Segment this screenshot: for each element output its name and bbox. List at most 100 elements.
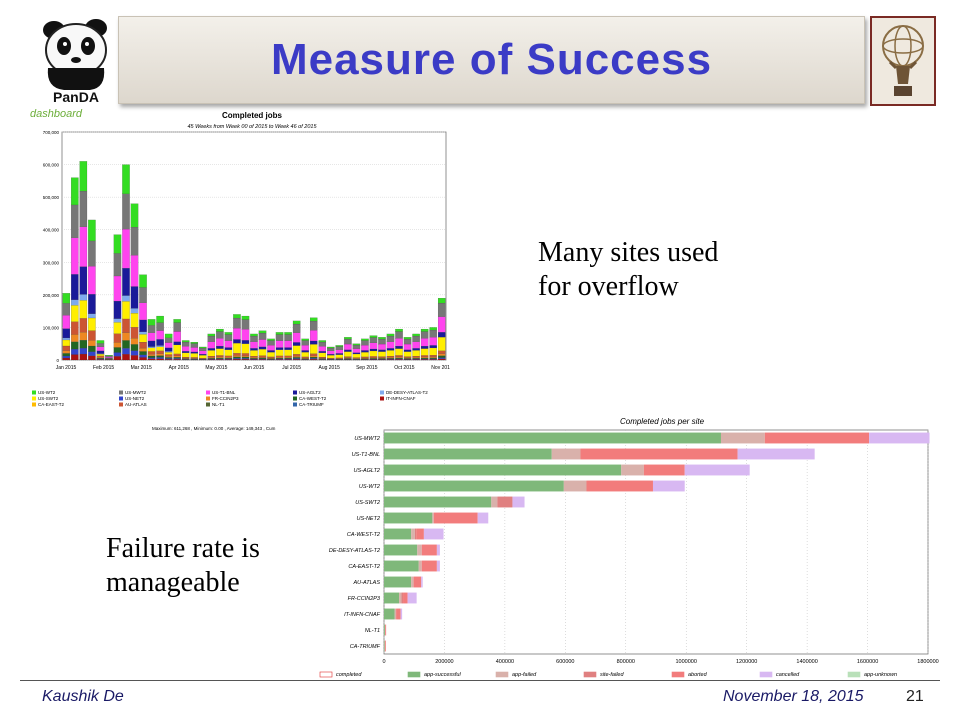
chart1-bar-segment (258, 359, 267, 361)
chart1-legend-label: US-NET2 (125, 396, 145, 401)
chart1-bar-segment (71, 204, 79, 238)
chart2-bar-segment (418, 560, 422, 572)
chart2-bar-segment (384, 512, 433, 524)
chart1-bar-segment (378, 358, 386, 360)
chart1-bar-segment (139, 302, 147, 320)
chart2-legend-swatch (671, 671, 685, 678)
chart1-bar-segment (181, 346, 190, 352)
chart1-bar-segment (199, 350, 207, 355)
chart1-bar-segment (216, 359, 224, 361)
chart1-bar-segment (241, 329, 250, 341)
chart1-bar-segment (79, 318, 88, 333)
chart1-bar-segment (156, 315, 164, 323)
chart1-bar-segment (369, 357, 378, 359)
chart1-bar-segment (173, 319, 181, 323)
chart1-bar-segment (147, 354, 156, 357)
chart1-legend-label: US-WT2 (38, 390, 56, 395)
chart2-bar-segment (416, 528, 424, 540)
chart1-bar-segment (386, 359, 395, 361)
chart1-bar-segment (216, 348, 224, 356)
chart1-bar-segment (156, 350, 164, 354)
chart2-bar-segment (399, 592, 402, 604)
chart1-bar-segment (224, 349, 233, 356)
chart2-x-tick: 1800000 (917, 659, 938, 665)
chart1-bar-segment (233, 359, 241, 361)
chart1-bar-segment (173, 341, 181, 346)
chart1-bar-segment (233, 353, 241, 356)
chart2-x-tick: 400000 (496, 659, 514, 665)
chart1-bar-segment (113, 234, 122, 254)
chart1-bar-segment (429, 345, 437, 349)
footer-date: November 18, 2015 (723, 688, 864, 705)
chart2-bar-segment (421, 544, 437, 556)
chart1-bar-segment (335, 346, 344, 350)
chart1-bar-segment (327, 346, 335, 349)
chart2-bar-segment (497, 496, 513, 508)
chart1-y-tick: 0 (56, 358, 59, 363)
chart1-bar-segment (190, 347, 199, 353)
chart1-bar-segment (301, 350, 309, 353)
chart1-bar-segment (147, 319, 156, 326)
chart2-bar-segment (436, 544, 440, 556)
chart2-bar-segment (384, 592, 400, 604)
chart1-bar-segment (309, 317, 318, 322)
chart1-bar-segment (361, 356, 369, 358)
chart1-bar-segment (369, 337, 378, 343)
chart1-bar-segment (361, 352, 369, 357)
chart1-bar-segment (437, 302, 446, 317)
chart1-bar-segment (284, 340, 292, 348)
chart1-bar-segment (284, 358, 292, 360)
chart2-x-tick: 1400000 (796, 659, 817, 665)
chart2-bar-segment (491, 496, 498, 508)
chart1-bar-segment (301, 338, 309, 341)
chart2-legend-label: cancelled (776, 672, 800, 678)
chart1-x-tick: Aug 2015 (318, 365, 340, 371)
chart1-bar-segment (241, 359, 250, 361)
chart1-bar-segment (233, 317, 241, 329)
chart2-bar-segment (414, 528, 417, 540)
chart1-bar-segment (403, 337, 412, 340)
chart1-bar-segment (156, 355, 164, 358)
chart1-bar-segment (156, 346, 164, 351)
chart2-bar-segment (684, 464, 750, 476)
chart1-bar-segment (344, 349, 352, 352)
chart1-bar-segment (173, 357, 181, 359)
chart1-bar-segment (122, 164, 130, 194)
chart1-legend-swatch (32, 396, 36, 401)
chart1-bar-segment (335, 353, 344, 355)
slide-title: Measure of Success (270, 35, 713, 84)
chart1-bar-segment (130, 227, 139, 256)
chart1-bar-segment (88, 351, 96, 356)
chart1-bar-segment (139, 342, 147, 349)
chart1-bar-segment (429, 347, 437, 356)
chart1-bar-segment (113, 333, 122, 343)
chart1-bar-segment (71, 341, 79, 350)
chart1-bar-segment (309, 353, 318, 356)
chart1-bar-segment (437, 350, 446, 354)
chart1-bar-segment (173, 355, 181, 358)
chart1-bar-segment (292, 354, 301, 357)
chart1-bar-segment (412, 348, 420, 351)
chart2-x-tick: 1600000 (857, 659, 878, 665)
chart1-bar-segment (429, 329, 437, 338)
chart1-bar-segment (216, 357, 224, 359)
chart1-bar-segment (437, 353, 446, 356)
chart1-bar-segment (199, 355, 207, 359)
chart1-bar-segment (386, 335, 395, 342)
chart1-bar-segment (122, 301, 130, 320)
chart2-bar-segment (652, 480, 685, 492)
chart2-bar-segment (433, 512, 478, 524)
chart1-bar-segment (62, 345, 71, 351)
chart1-bar-segment (292, 358, 301, 360)
chart1-bar-segment (216, 355, 224, 357)
chart1-bar-segment (207, 335, 216, 342)
chart1-bar-segment (378, 337, 386, 340)
chart1-bar-segment (395, 348, 403, 356)
chart1-bar-segment (352, 344, 361, 349)
chart1-bar-segment (164, 337, 173, 343)
chart2-category-label: DE-DESY-ATLAS-T2 (329, 548, 380, 554)
chart1-bar-segment (420, 348, 429, 356)
chart1-x-tick: Sep 2015 (356, 365, 378, 371)
chart2-bar-segment (384, 640, 385, 652)
chart1-bar-segment (190, 343, 199, 348)
